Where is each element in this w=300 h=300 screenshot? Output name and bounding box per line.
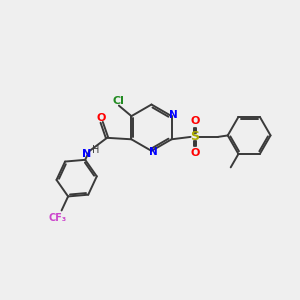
Text: CF₃: CF₃ (49, 213, 67, 223)
Text: S: S (190, 130, 199, 143)
Text: O: O (97, 113, 106, 123)
Text: N: N (149, 147, 158, 157)
Text: N: N (169, 110, 178, 120)
Text: O: O (190, 116, 200, 126)
Text: O: O (190, 148, 200, 158)
Text: N: N (82, 148, 91, 159)
Text: H: H (92, 145, 99, 155)
Text: Cl: Cl (113, 96, 125, 106)
